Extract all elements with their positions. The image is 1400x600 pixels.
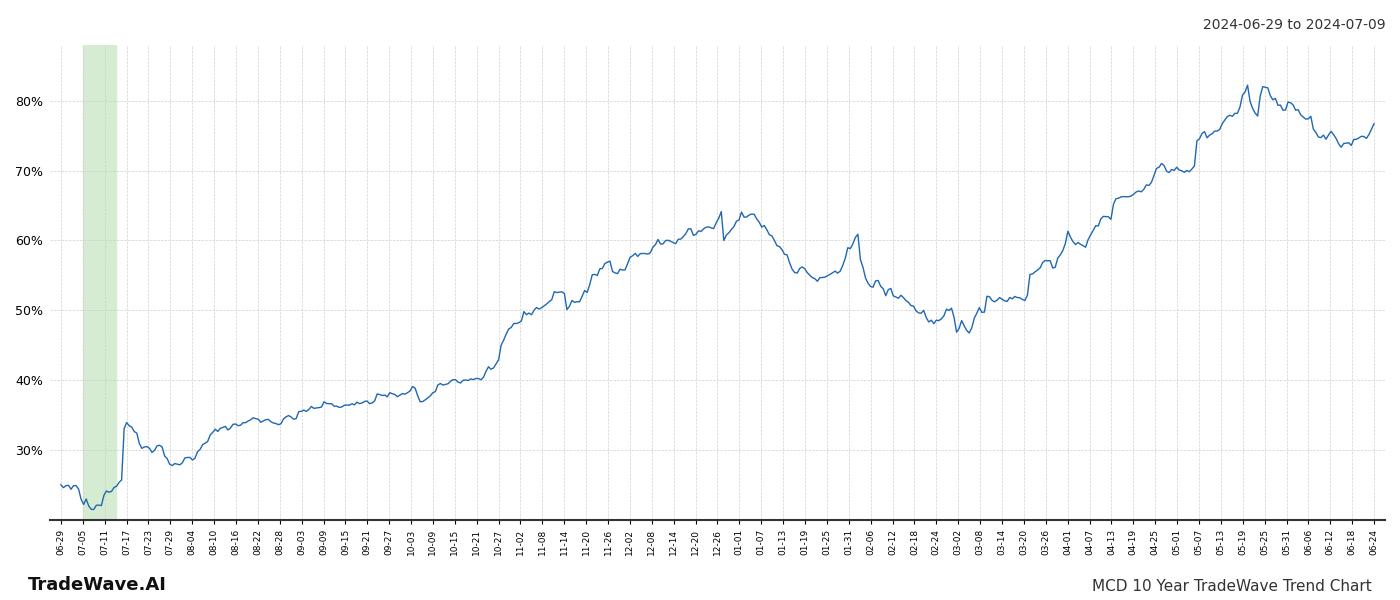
Text: TradeWave.AI: TradeWave.AI: [28, 576, 167, 594]
Text: MCD 10 Year TradeWave Trend Chart: MCD 10 Year TradeWave Trend Chart: [1092, 579, 1372, 594]
Text: 2024-06-29 to 2024-07-09: 2024-06-29 to 2024-07-09: [1204, 18, 1386, 32]
Bar: [83, 45, 116, 520]
